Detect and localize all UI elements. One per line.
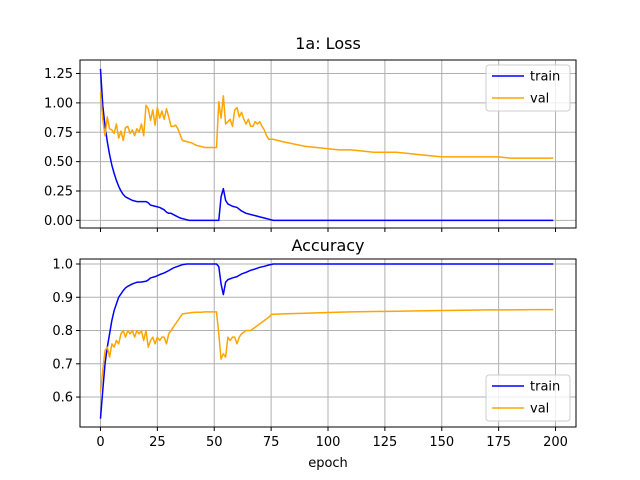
loss-series	[99, 68, 554, 222]
accuracy-train-line	[99, 263, 554, 419]
accuracy-x-tick-label: 75	[263, 435, 280, 450]
x-axis-label: epoch	[308, 456, 348, 471]
accuracy-x-tick-label: 125	[372, 435, 397, 450]
loss-y-tick-label: 1.25	[44, 67, 73, 82]
loss-y-tick-label: 0.25	[44, 184, 73, 199]
loss-val-line	[99, 92, 554, 159]
accuracy-x-tick-label: 50	[206, 435, 223, 450]
accuracy-legend: train val	[485, 374, 571, 422]
accuracy-x-tick-label: 175	[486, 435, 511, 450]
accuracy-val-line	[99, 308, 554, 393]
loss-y-tick-label: 1.00	[44, 96, 73, 111]
accuracy-x-tick-label: 200	[543, 435, 568, 450]
loss-panel: 1a: Loss 0.00 0.25 0.50 0.75 1.00 1.25 train …	[44, 34, 577, 232]
loss-chart-title: 1a: Loss	[295, 34, 361, 53]
accuracy-chart-title: Accuracy	[291, 236, 364, 255]
loss-ticks: 0.00 0.25 0.50 0.75 1.00 1.25	[44, 67, 557, 232]
loss-legend: train val	[485, 64, 571, 112]
accuracy-series	[99, 263, 554, 419]
accuracy-x-tick-label: 100	[316, 435, 341, 450]
accuracy-x-tick-label: 25	[149, 435, 166, 450]
accuracy-x-tick-label: 150	[429, 435, 454, 450]
loss-legend-val-label: val	[530, 92, 549, 107]
accuracy-x-tick-label: 0	[96, 435, 104, 450]
loss-plot-frame	[79, 59, 577, 229]
accuracy-y-tick-label: 0.7	[52, 357, 73, 372]
accuracy-legend-train-label: train	[530, 380, 560, 395]
loss-y-tick-label: 0.00	[44, 214, 73, 229]
accuracy-legend-val-label: val	[530, 402, 549, 417]
accuracy-ticks: 0 25 50 75 100 125 150 175 200 0.6 0.7 0.8 0.9 1.0	[52, 257, 568, 450]
accuracy-y-tick-label: 1.0	[52, 257, 73, 272]
loss-y-tick-label: 0.75	[44, 126, 73, 141]
accuracy-panel: Accuracy 0 25 50 75 100 125 150 175 200 0.6 0.7 0.8…	[52, 236, 577, 471]
accuracy-plot-frame	[79, 258, 577, 428]
loss-legend-train-label: train	[530, 70, 560, 85]
loss-train-line	[99, 68, 554, 222]
accuracy-grid	[80, 259, 576, 427]
accuracy-y-tick-label: 0.6	[52, 391, 73, 406]
loss-y-tick-label: 0.50	[44, 155, 73, 170]
accuracy-y-tick-label: 0.9	[52, 291, 73, 306]
accuracy-y-tick-label: 0.8	[52, 324, 73, 339]
